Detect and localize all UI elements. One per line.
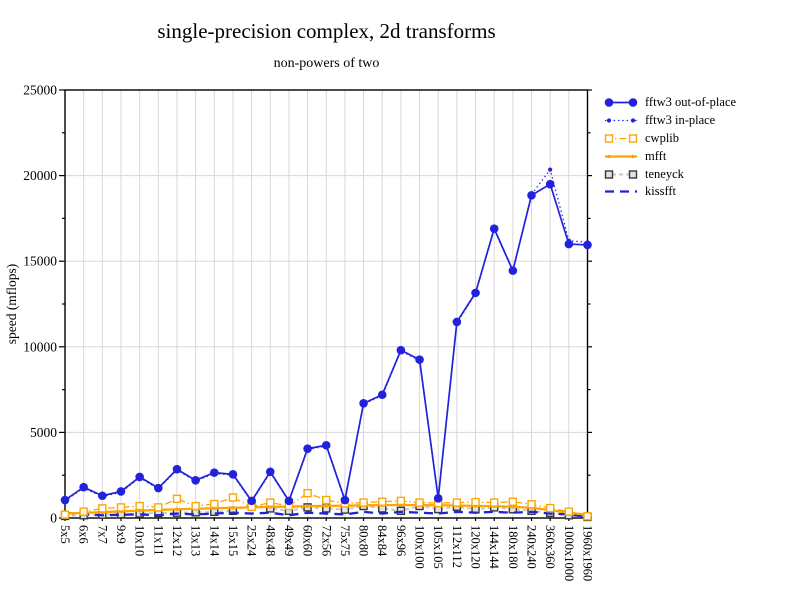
chart-title: single-precision complex, 2d transforms: [157, 19, 496, 43]
svg-text:12x12: 12x12: [170, 525, 184, 556]
legend-label-cwplib: cwplib: [645, 130, 680, 145]
legend-line-sample-fftw3-in-place: [605, 118, 637, 123]
svg-text:10x10: 10x10: [133, 525, 147, 556]
svg-text:240x240: 240x240: [525, 525, 539, 569]
x-tick-labels: 5x5 6x6 7x7 9x9 10x10 11x11 12x12 13x13 14x14 15x…: [58, 525, 595, 581]
series-cwplib: [60, 488, 592, 521]
legend-item-fftw3-in-place: fftw3 in-place: [604, 112, 736, 130]
legend-line-sample-teneyck: [604, 169, 638, 179]
legend-item-cwplib: cwplib: [604, 130, 736, 148]
svg-text:5x5: 5x5: [58, 525, 72, 544]
legend-item-mfft: mfft: [604, 147, 736, 165]
svg-text:72x56: 72x56: [319, 525, 333, 556]
svg-text:60x60: 60x60: [301, 525, 315, 556]
legend-label-fftw3-out-of-place: fftw3 out-of-place: [645, 95, 737, 110]
y-axis-label: speed (mflops): [4, 264, 19, 345]
svg-text:0: 0: [50, 511, 57, 526]
legend-line-sample-cwplib: [604, 134, 638, 143]
svg-text:1000x1000: 1000x1000: [562, 525, 576, 581]
svg-text:15x15: 15x15: [226, 525, 240, 556]
legend-item-fftw3-out-of-place: fftw3 out-of-place: [604, 94, 736, 112]
legend-label-fftw3-in-place: fftw3 in-place: [645, 113, 716, 128]
svg-text:80x80: 80x80: [357, 525, 371, 556]
axis-ticks: [59, 89, 592, 521]
svg-text:100x100: 100x100: [413, 525, 427, 569]
svg-text:7x7: 7x7: [95, 525, 109, 544]
svg-text:112x112: 112x112: [450, 525, 464, 568]
legend-item-teneyck: teneyck: [604, 165, 736, 183]
svg-text:48x48: 48x48: [263, 525, 277, 556]
gridlines: [65, 90, 588, 518]
svg-text:84x84: 84x84: [375, 525, 389, 557]
svg-text:1960x1960: 1960x1960: [581, 525, 595, 581]
svg-text:9x9: 9x9: [114, 525, 128, 544]
legend-item-kissfft: kissfft: [604, 183, 736, 201]
svg-text:11x11: 11x11: [151, 525, 165, 555]
svg-text:25x24: 25x24: [245, 525, 259, 557]
series-fftw3-out-of-place: [60, 179, 592, 506]
svg-text:6x6: 6x6: [77, 525, 91, 544]
svg-text:20000: 20000: [23, 168, 57, 183]
legend-line-sample-kissfft: [605, 190, 637, 194]
svg-text:105x105: 105x105: [431, 525, 445, 569]
legend-line-sample-fftw3-out-of-place: [604, 98, 638, 108]
legend-label-teneyck: teneyck: [645, 166, 684, 181]
svg-text:25000: 25000: [23, 83, 57, 98]
y-tick-labels: 0 5000 10000 15000 20000 25000: [23, 83, 57, 526]
svg-text:120x120: 120x120: [469, 525, 483, 569]
svg-text:75x75: 75x75: [338, 525, 352, 556]
legend-line-sample-mfft: [605, 154, 637, 159]
svg-text:180x180: 180x180: [506, 525, 520, 569]
svg-text:10000: 10000: [23, 339, 57, 354]
svg-text:49x49: 49x49: [282, 525, 296, 556]
svg-text:96x96: 96x96: [394, 525, 408, 556]
chart-subtitle: non-powers of two: [273, 56, 380, 71]
svg-text:14x14: 14x14: [207, 525, 221, 557]
chart-legend: fftw3 out-of-place fftw3 in-place cwplib…: [604, 94, 736, 201]
svg-text:13x13: 13x13: [189, 525, 203, 556]
legend-label-mfft: mfft: [645, 148, 667, 163]
svg-text:15000: 15000: [23, 254, 57, 269]
svg-text:5000: 5000: [30, 425, 57, 440]
svg-text:360x360: 360x360: [543, 525, 557, 569]
series-kissfft: [64, 510, 588, 519]
svg-text:144x144: 144x144: [487, 525, 501, 570]
legend-label-kissfft: kissfft: [645, 184, 677, 199]
